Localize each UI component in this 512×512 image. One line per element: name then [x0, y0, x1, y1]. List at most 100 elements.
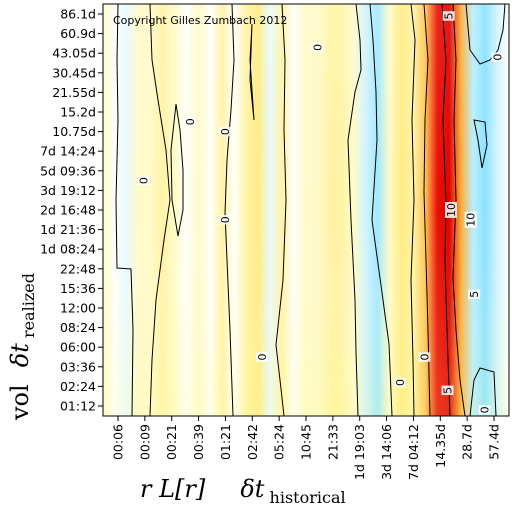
contour-label-background: [393, 377, 406, 388]
x-axis-subscript: historical: [270, 488, 346, 507]
contour-label: 0: [478, 405, 492, 415]
contour-label: 5: [442, 11, 456, 21]
y-tick-label: 43.05d: [52, 46, 96, 61]
contour-label-background: [137, 175, 150, 186]
x-tick-label: 3d 14:06: [379, 424, 394, 480]
x-axis-symbol: δt: [240, 475, 264, 503]
contour-line-0: [170, 103, 184, 237]
contour-label-background: [418, 352, 431, 362]
y-tick-label: 22:48: [60, 261, 96, 276]
contour-label: 5: [441, 385, 455, 396]
contour-label-text: 5: [443, 12, 456, 19]
contour-label-background: [442, 11, 455, 21]
contour-label-background: [445, 202, 457, 218]
svg-text:r L[r] δt historic: r L[r] δt historical: [140, 475, 346, 507]
contour-label-background: [184, 117, 196, 127]
contour-label-background: [441, 385, 454, 396]
y-axis-title: vol δt realized: [6, 273, 38, 421]
contour-label: 0: [393, 377, 407, 388]
y-tick-label: 1d 21:36: [40, 222, 96, 237]
y-tick-label: 06:00: [60, 340, 96, 355]
contour-label: 0: [218, 215, 232, 225]
x-tick-label: 21:33: [325, 424, 340, 460]
x-tick-label: 10:45: [299, 424, 314, 460]
x-tick-label: 00:39: [191, 424, 206, 460]
contour-label-background: [464, 211, 477, 228]
contour-line-0: [473, 119, 488, 169]
contour-line-0: [465, 3, 506, 65]
contour-line-5: [410, 3, 416, 417]
y-tick-label: 02:24: [60, 379, 96, 394]
contour-line-5: [452, 3, 466, 417]
contour-label-text: 5: [442, 387, 455, 394]
contour-line-0: [369, 3, 393, 417]
y-axis-symbol: δt: [6, 343, 34, 367]
y-tick-label: 5d 09:36: [40, 163, 96, 178]
contour-label: 0: [311, 42, 325, 53]
contour-label: 0: [184, 117, 197, 127]
contour-label-background: [255, 352, 268, 362]
x-axis-prefix: r L[r]: [140, 475, 206, 503]
contour-line-0: [469, 367, 497, 417]
contour-label-text: 0: [491, 54, 504, 61]
y-tick-label: 86.1d: [60, 7, 96, 22]
contour-label-text: 10: [445, 203, 458, 217]
contour-label-text: 0: [479, 406, 492, 413]
y-axis-subscript: realized: [19, 273, 38, 338]
contour-label-background: [311, 42, 324, 53]
contour-line-0: [249, 23, 255, 121]
y-tick-label: 10.75d: [52, 124, 96, 139]
svg-text:vol δt realized: vol δt realized: [6, 273, 38, 421]
x-tick-label: 00:21: [164, 424, 179, 460]
x-tick-label: 05:24: [272, 424, 287, 460]
y-tick-label: 12:00: [60, 301, 96, 316]
y-tick-label: 08:24: [60, 320, 96, 335]
contour-label-text: 10: [465, 213, 478, 227]
contour-label: 0: [137, 175, 151, 186]
y-tick-label: 1d 08:24: [40, 242, 96, 257]
x-tick-label: 01:21: [218, 424, 233, 460]
contour-line-0: [115, 3, 134, 417]
contour-label-background: [478, 405, 491, 415]
x-tick-label: 7d 04:12: [406, 424, 421, 480]
contour-label: 10: [445, 202, 458, 218]
y-tick-label: 15.2d: [60, 105, 96, 120]
y-tick-label: 7d 14:24: [40, 144, 96, 159]
x-tick-label: 28.7d: [460, 424, 475, 460]
contour-label-background: [218, 215, 231, 225]
x-axis-ticks: 00:06 00:09 00:21 00:39 01:21 02:42 05:24 10:45…: [111, 416, 502, 480]
contour-label-background: [468, 289, 481, 300]
contour-label-text: 0: [138, 177, 151, 184]
x-tick-label: 02:42: [245, 424, 260, 460]
contour-label-text: 0: [256, 354, 269, 361]
y-axis-prefix: vol: [6, 384, 34, 421]
x-tick-label: 00:09: [137, 424, 152, 460]
contour-label-text: 0: [219, 128, 232, 135]
contour-line-0: [224, 3, 235, 417]
y-tick-label: 21.55d: [52, 85, 96, 100]
contour-label-text: 0: [394, 379, 407, 386]
contour-line-10: [423, 3, 431, 417]
contour-label: 0: [218, 126, 232, 137]
contour-label: 0: [491, 52, 504, 62]
y-tick-label: 30.45d: [52, 65, 96, 80]
y-tick-label: 01:12: [60, 399, 96, 414]
y-tick-label: 3d 19:12: [40, 183, 96, 198]
y-axis-ticks: 86.1d 60.9d 43.05d 30.45d 21.55d 15.2d 10.75d 7…: [40, 7, 103, 414]
y-tick-label: 15:36: [60, 281, 96, 296]
x-tick-label: 57.4d: [487, 424, 502, 460]
x-tick-label: 1d 19:03: [352, 424, 367, 480]
x-axis-title: r L[r] δt historical: [140, 475, 346, 507]
contour-label-text: 0: [219, 216, 232, 223]
heatmap-shading: [103, 4, 509, 416]
contour-label: 10: [464, 211, 478, 228]
contour-label-background: [491, 52, 504, 62]
contour-label-background: [218, 126, 231, 137]
contour-line-0: [347, 3, 362, 417]
contour-label-text: 5: [468, 291, 481, 298]
contour-label-text: 0: [312, 44, 325, 51]
plot-area: 0 0 0 0 0 0 0 0 0 0 5 5 5 10 10 Copyright Gilles Zumba…: [102, 3, 510, 417]
copyright-text: Copyright Gilles Zumbach 2012: [113, 14, 287, 27]
y-tick-label: 2d 16:48: [40, 203, 96, 218]
x-tick-label: 00:06: [111, 424, 126, 460]
